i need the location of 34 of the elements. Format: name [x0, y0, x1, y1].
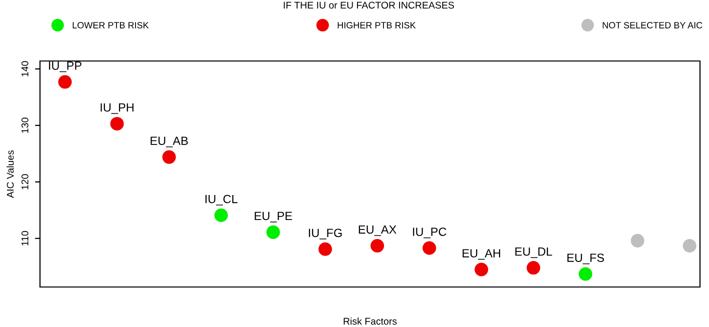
- point: [162, 150, 176, 164]
- x-tick-label: EU_AB: [150, 136, 188, 148]
- x-tick-label: EU_DL: [515, 247, 552, 258]
- point: [422, 241, 436, 255]
- x-tick-label: EU_AX: [358, 225, 396, 236]
- legend-label: LOWER PTB RISK: [72, 22, 149, 28]
- point: [578, 267, 592, 281]
- x-axis-title: Risk Factors: [344, 318, 397, 325]
- x-tick-label: IU_CL: [205, 194, 238, 206]
- point: [682, 238, 696, 253]
- legend-title: IF THE IU or EU FACTOR INCREASES: [284, 2, 454, 9]
- x-tick-label: EU_PE: [254, 212, 292, 222]
- x-tick-label: EU_AH: [462, 249, 500, 260]
- y-axis-title: AIC Values: [6, 150, 14, 198]
- legend-label: HIGHER PTB RISK: [338, 22, 416, 28]
- x-tick-label: IU_PH: [100, 103, 134, 114]
- point: [474, 262, 488, 276]
- point: [318, 242, 332, 256]
- point: [266, 225, 280, 239]
- y-tick-label: 120: [21, 174, 28, 190]
- x-tick-label: IU_FG: [308, 228, 342, 240]
- y-tick-label: 140: [21, 61, 28, 76]
- point: [526, 261, 540, 275]
- y-tick-label: 110: [21, 231, 28, 246]
- x-tick-label: IU_PC: [413, 228, 446, 238]
- y-tick-label: 130: [21, 118, 28, 133]
- x-tick-label: IU_PP: [49, 62, 82, 72]
- x-tick-label: EU_FS: [567, 254, 604, 264]
- point: [214, 208, 228, 222]
- point: [110, 116, 124, 130]
- point: [58, 75, 72, 89]
- legend-label: NOT SELECTED BY AIC: [602, 22, 702, 28]
- point: [630, 234, 644, 248]
- point: [370, 238, 384, 253]
